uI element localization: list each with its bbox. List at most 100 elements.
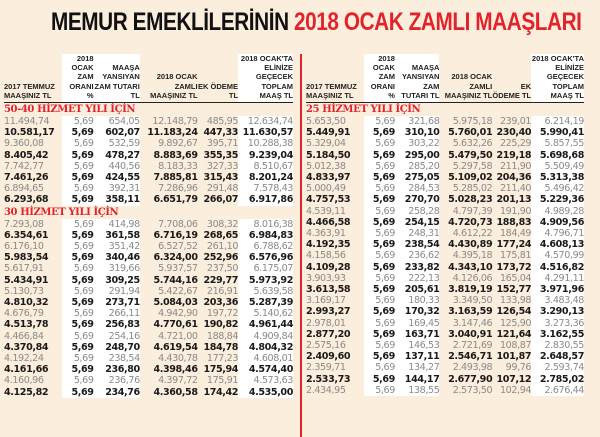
table-cell: 295,00 [394, 149, 440, 161]
section-title: 50-40 HİZMET YILI İÇİN [4, 104, 136, 116]
table-row: 4.370,84 5,69 248,70 4.619,54 184,78 4.804,32 [4, 341, 293, 354]
table-cell: 5,69 [364, 239, 395, 251]
table-cell: 4.370,84 [4, 341, 49, 353]
table-cell: 204,36 [496, 172, 532, 184]
table-cell: 3.040,91 [448, 328, 493, 340]
table-cell: 4.676,79 [4, 308, 44, 320]
table-cell: 5.084,03 [153, 297, 198, 309]
table-cell: 5.632,26 [452, 138, 493, 150]
table-cell: 197,72 [206, 308, 239, 320]
table-cell: 5,69 [61, 252, 94, 264]
table-cell: 3.971,96 [531, 284, 584, 296]
table-cell: 5.229,36 [531, 194, 584, 206]
table-cell: 4.574,40 [238, 364, 293, 376]
table-cell: 146,53 [394, 340, 440, 352]
table-cell: 211,90 [499, 160, 532, 172]
table-row: 6.176,10 5,69 351,42 6.527,52 261,10 6.788,62 [4, 241, 293, 253]
table-cell: 177,24 [496, 239, 532, 251]
table-cell: 5,69 [364, 160, 395, 173]
table-cell: 205,61 [394, 284, 440, 296]
table-cell: 222,13 [394, 272, 440, 285]
table-cell: 4.721,00 [158, 330, 198, 342]
table-cell: 3.349,50 [452, 295, 493, 307]
table-cell: 6.984,83 [238, 229, 293, 242]
table-cell: 5.434,91 [4, 274, 49, 286]
table-cell: 4.397,72 [158, 375, 198, 387]
table-cell: 478,27 [93, 149, 140, 161]
table-row: 4.833,97 5,69 275,05 5.109,02 204,36 5.313,38 [306, 172, 584, 184]
table-cell: 5,69 [61, 341, 94, 354]
table-cell: 152,77 [496, 284, 532, 296]
table-cell: 319,66 [93, 263, 140, 275]
table-cell: 4.909,84 [238, 330, 293, 342]
table-cell: 175,81 [499, 250, 532, 262]
table-cell: 654,05 [93, 116, 140, 128]
table-cell: 5,69 [61, 375, 94, 387]
table-cell: 10.581,17 [4, 127, 55, 139]
table-cell: 3.903,93 [306, 272, 346, 284]
col-header-raise-amount: MAAŞA YANSIYAN ZAM TUTARI TL [93, 54, 140, 104]
table-cell: 5.990,41 [531, 127, 584, 139]
table-cell: 2.409,60 [306, 351, 351, 363]
section-title: 30 HİZMET YILI İÇİN [4, 206, 119, 218]
table-cell: 4.961,44 [238, 319, 293, 331]
table-cell: 5.130,73 [4, 285, 44, 297]
table-row: 2.434,95 5,69 138,55 2.573,50 102,94 2.676,44 [306, 384, 584, 397]
table-row: 5.449,91 5,69 310,10 5.760,01 230,40 5.990,41 [306, 127, 584, 139]
table-cell: 4.909,56 [531, 216, 584, 229]
right-header-row: 2017 TEMMUZ MAAŞINIZ TL 2018 OCAK ZAM OR… [306, 54, 584, 104]
table-cell: 5,69 [364, 317, 395, 329]
table-cell: 5.744,16 [153, 274, 198, 286]
table-cell: 485,95 [206, 116, 239, 128]
col-header-extra-payment: EK ÖDEME TL [492, 54, 532, 104]
table-cell: 4.160,96 [4, 375, 44, 387]
table-cell: 6.917,86 [238, 194, 293, 206]
table-cell: 7.742,77 [4, 160, 44, 172]
table-cell: 5,69 [364, 284, 395, 296]
table-cell: 184,78 [203, 341, 239, 353]
table-cell: 5.028,23 [448, 194, 493, 206]
table-cell: 5,69 [364, 328, 395, 341]
table-cell: 4.192,35 [306, 239, 351, 251]
table-row: 6.293,68 5,69 358,11 6.651,79 266,07 6.917,86 [4, 194, 293, 206]
table-cell: 254,15 [394, 216, 440, 229]
section-title: 25 HİZMET YILI İÇİN [306, 104, 421, 116]
table-cell: 5,69 [364, 205, 395, 217]
table-cell: 6.651,79 [153, 194, 198, 206]
table-cell: 170,32 [394, 306, 440, 318]
table-cell: 4.810,32 [4, 297, 49, 309]
table-cell: 5,69 [61, 285, 94, 298]
table-cell: 7.293,08 [4, 218, 44, 230]
table-cell: 284,53 [394, 183, 440, 195]
table-cell: 4.570,99 [531, 250, 584, 262]
table-row: 4.676,79 5,69 266,11 4.942,90 197,72 5.140,62 [4, 308, 293, 320]
table-cell: 4.720,73 [448, 216, 493, 228]
table-cell: 4.535,00 [238, 386, 293, 398]
table-row: 5.184,50 5,69 295,00 5.479,50 219,18 5.698,68 [306, 149, 584, 161]
table-cell: 532,59 [93, 138, 140, 150]
col-header-total: 2018 OCAK'TA ELİNİZE GEÇECEK TOPLAM MAAŞ… [531, 54, 584, 104]
table-cell: 7.578,43 [238, 183, 293, 195]
table-cell: 5,69 [61, 263, 94, 275]
table-row: 4.466,58 5,69 254,15 4.720,73 188,83 4.909,56 [306, 216, 584, 229]
table-cell: 5,69 [364, 127, 395, 139]
table-cell: 4.466,58 [306, 216, 351, 228]
table-cell: 11.494,74 [4, 116, 50, 128]
table-cell: 5,69 [364, 295, 395, 307]
table-cell: 2.648,57 [531, 351, 584, 363]
table-cell: 9.892,67 [158, 138, 198, 150]
table-cell: 4.363,91 [306, 228, 346, 240]
table-cell: 9.239,04 [238, 149, 293, 161]
table-cell: 175,94 [203, 364, 239, 376]
table-cell: 361,58 [93, 229, 140, 242]
title-red-part: 2018 OCAK ZAMLI MAAŞLARI [294, 8, 582, 36]
table-cell: 4.797,39 [452, 205, 493, 217]
table-row: 5.983,54 5,69 340,46 6.324,00 252,96 6.576,96 [4, 252, 293, 264]
table-cell: 358,11 [93, 194, 140, 206]
col-header-extra-payment: EK ÖDEME TL [197, 54, 239, 104]
table-cell: 6.214,19 [531, 116, 584, 128]
table-cell: 188,84 [206, 330, 239, 342]
table-cell: 340,46 [93, 252, 140, 264]
table-cell: 5,69 [61, 229, 94, 242]
table-row: 4.363,91 5,69 248,31 4.612,22 184,49 4.796,71 [306, 228, 584, 240]
